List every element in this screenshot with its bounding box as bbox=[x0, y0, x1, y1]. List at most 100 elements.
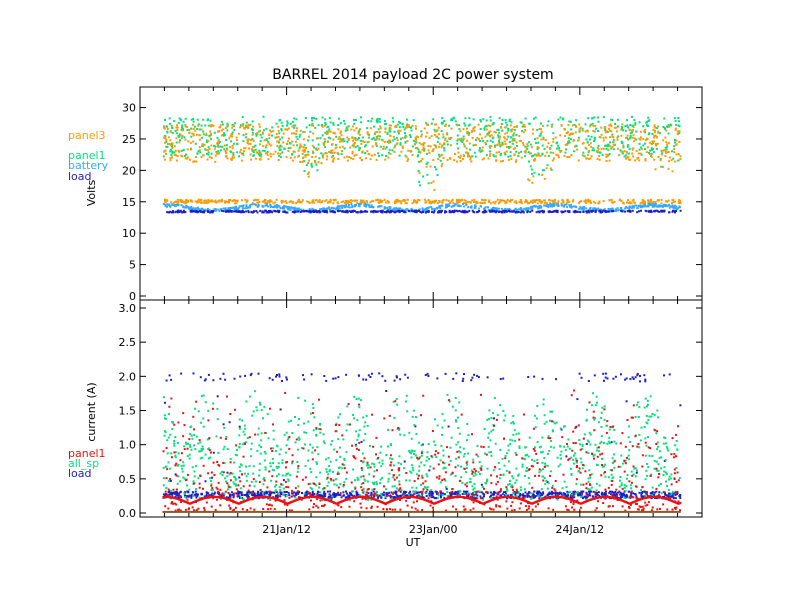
volt-panel1-point bbox=[275, 122, 278, 125]
curr-load-point bbox=[627, 490, 630, 493]
volt-panel1-point bbox=[624, 154, 627, 157]
volt-panel3-point bbox=[615, 130, 618, 133]
volt-panel1-point bbox=[404, 154, 407, 157]
volt-panel3-point bbox=[605, 156, 608, 158]
volt-panel3-point bbox=[341, 145, 344, 148]
volt-panel3-point bbox=[413, 200, 416, 203]
volt-load-point bbox=[552, 210, 555, 213]
volt-panel3-point bbox=[220, 129, 223, 132]
volt-panel3-point bbox=[551, 199, 554, 202]
volt-load-point bbox=[222, 210, 225, 213]
volt-panel1-point bbox=[331, 155, 334, 157]
curr-load-point bbox=[643, 490, 646, 493]
curr-load-point bbox=[232, 496, 235, 499]
volt-panel3-point bbox=[573, 145, 576, 148]
curr-all_sp-point bbox=[208, 457, 210, 460]
volt-panel1-point bbox=[504, 119, 507, 121]
volt-battery-point bbox=[500, 207, 503, 210]
volt-panel3-point bbox=[662, 139, 665, 142]
volt-battery-point bbox=[204, 208, 207, 211]
curr-all_sp-point bbox=[487, 445, 490, 448]
curr-load-point bbox=[194, 490, 197, 493]
volt-panel3-point bbox=[321, 200, 324, 203]
volt-panel3-point bbox=[465, 147, 468, 150]
volt-panel3-point bbox=[441, 163, 444, 165]
volt-panel1-point bbox=[508, 118, 511, 121]
volt-panel3-point bbox=[533, 199, 536, 202]
volt-load-point bbox=[274, 210, 277, 213]
volt-load-point bbox=[582, 210, 585, 213]
curr-all_sp-point bbox=[342, 438, 345, 441]
volt-panel3-point bbox=[627, 199, 629, 202]
volt-panel3-point bbox=[419, 160, 422, 163]
volt-panel3-point bbox=[544, 199, 547, 202]
curr-all_sp-point bbox=[455, 420, 458, 423]
volt-panel3-point bbox=[404, 126, 407, 129]
curr-load-point bbox=[216, 491, 219, 494]
volt-panel1-point bbox=[389, 141, 392, 144]
volt-load-point bbox=[306, 210, 309, 213]
curr-all_sp-point bbox=[277, 473, 280, 476]
curr-load-point bbox=[639, 380, 641, 383]
curr-all_sp-point bbox=[493, 397, 496, 399]
volt-panel1-point bbox=[507, 129, 510, 132]
curr-load-point bbox=[490, 494, 492, 497]
curr-all_sp-point bbox=[200, 395, 203, 398]
curr-all_sp-point bbox=[335, 484, 338, 487]
curr-load-point bbox=[679, 494, 682, 496]
curr-all_sp-point bbox=[420, 444, 423, 447]
volt-panel3-point bbox=[467, 155, 470, 158]
curr-all_sp-point bbox=[366, 463, 369, 466]
volt-panel1-point bbox=[537, 152, 540, 155]
curr-load-point bbox=[355, 490, 358, 493]
volt-panel3-point bbox=[473, 126, 476, 129]
curr-load-point bbox=[565, 455, 568, 458]
curr-all_sp-point bbox=[248, 493, 251, 496]
curr-all_sp-point bbox=[354, 479, 356, 482]
volt-panel3-point bbox=[664, 155, 667, 157]
volt-panel3-point bbox=[653, 126, 656, 129]
volt-battery-point bbox=[255, 204, 257, 207]
volt-panel3-point bbox=[602, 200, 605, 203]
curr-all_sp-point bbox=[595, 395, 598, 398]
volt-load-point bbox=[191, 210, 194, 212]
volt-panel3-point bbox=[464, 151, 467, 154]
curr-all_sp-point bbox=[283, 433, 286, 436]
volt-panel3-point bbox=[652, 129, 655, 131]
volt-panel3-point bbox=[276, 145, 279, 147]
volt-panel3-point bbox=[230, 133, 233, 136]
volt-panel3-point bbox=[592, 200, 595, 203]
volt-battery-point bbox=[636, 206, 639, 209]
volt-panel1-point bbox=[471, 155, 474, 158]
volt-panel1-point bbox=[232, 154, 235, 156]
curr-load-point bbox=[435, 491, 438, 493]
volt-panel3-point bbox=[407, 124, 410, 127]
volt-battery-point bbox=[257, 204, 260, 207]
volt-panel3-point bbox=[317, 200, 319, 203]
volt-panel3-point bbox=[671, 202, 673, 205]
curr-load-point bbox=[421, 496, 424, 498]
volt-panel1-point bbox=[305, 126, 308, 129]
volt-panel1-point bbox=[611, 133, 614, 136]
curr-load-point bbox=[443, 493, 446, 496]
volt-panel1-point bbox=[304, 117, 307, 119]
volt-panel3-point bbox=[386, 200, 389, 202]
volt-panel3-point bbox=[625, 201, 628, 204]
volt-panel3-point bbox=[334, 132, 337, 135]
volt-load-point bbox=[297, 210, 300, 213]
curr-all_sp-point bbox=[285, 495, 288, 497]
volt-battery-point bbox=[182, 206, 185, 209]
volt-panel1-point bbox=[569, 120, 572, 123]
curr-load-point bbox=[279, 495, 282, 498]
volt-panel1-point bbox=[169, 122, 171, 125]
volt-panel1-point bbox=[590, 117, 593, 120]
volt-panel3-point bbox=[418, 141, 421, 144]
volt-panel3-point bbox=[475, 202, 478, 205]
volt-panel1-point bbox=[242, 134, 245, 136]
volt-panel3-point bbox=[587, 198, 590, 201]
volt-panel3-point bbox=[531, 132, 534, 135]
volt-panel3-point bbox=[650, 198, 652, 201]
volt-battery-point bbox=[343, 206, 346, 209]
curr-load-point bbox=[408, 492, 411, 495]
volt-panel1-point bbox=[453, 117, 456, 120]
